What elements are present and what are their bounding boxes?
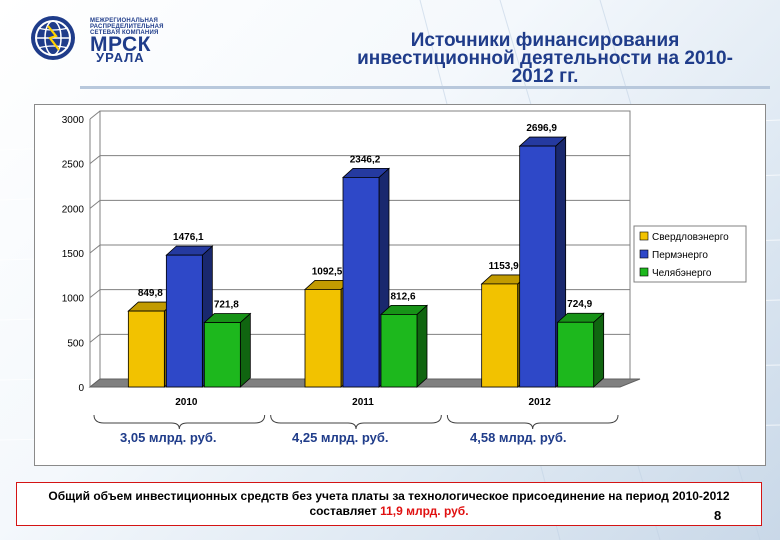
bar-Челябэнерго	[557, 321, 595, 388]
x-tick-label: 2010	[175, 397, 198, 408]
legend-label: Свердловэнерго	[652, 232, 729, 243]
title-line-2: инвестиционной деятельности на 2010-	[357, 48, 733, 69]
total-2011: 4,25 млрд. руб.	[292, 430, 389, 445]
page-title: Источники финансирования инвестиционной …	[330, 30, 760, 87]
legend-swatch	[639, 267, 649, 277]
bar-Пермэнерго	[342, 177, 380, 388]
y-tick-label: 1500	[62, 249, 85, 260]
legend-box	[633, 225, 747, 283]
y-tick-label: 1000	[62, 294, 85, 305]
bar-side	[239, 312, 251, 388]
y-tick-label: 2000	[62, 204, 85, 215]
bar-chart: 0 500 1000 1500 2000 2500 3000 849,8 1476,1 721,8…	[62, 110, 747, 430]
page-number: 8	[714, 508, 722, 523]
data-label: 724,9	[567, 299, 592, 310]
bar-Челябэнерго	[203, 322, 241, 388]
bar-Пермэнерго	[165, 254, 203, 388]
gridline-side	[89, 155, 101, 165]
title-divider	[80, 86, 770, 89]
bar-Челябэнерго	[380, 314, 418, 388]
category-brace	[93, 414, 266, 430]
company-logo: МЕЖРЕГИОНАЛЬНАЯ РАСПРЕДЕЛИТЕЛЬНАЯ СЕТЕВА…	[26, 12, 196, 64]
title-line-3: 2012 гг.	[511, 66, 579, 87]
bar-side	[593, 312, 605, 388]
total-2010: 3,05 млрд. руб.	[120, 430, 217, 445]
summary-total-highlight: 11,9 млрд. руб.	[380, 504, 469, 518]
y-tick-label: 0	[78, 383, 84, 394]
data-label: 1476,1	[173, 232, 204, 243]
y-tick-label: 500	[67, 338, 84, 349]
data-label: 849,8	[138, 288, 163, 299]
summary-box: Общий объем инвестиционных средств без у…	[16, 482, 762, 526]
legend-label: Челябэнерго	[652, 267, 712, 279]
bar-side	[416, 304, 428, 388]
data-label: 812,6	[390, 291, 415, 302]
bar-Свердловэнерго	[127, 310, 165, 388]
x-tick-label: 2011	[352, 397, 374, 408]
gridline-side	[89, 289, 101, 299]
logo-tagline: МЕЖРЕГИОНАЛЬНАЯ РАСПРЕДЕЛИТЕЛЬНАЯ СЕТЕВА…	[90, 18, 164, 36]
summary-text: Общий объем инвестиционных средств без у…	[27, 489, 751, 519]
total-2012: 4,58 млрд. руб.	[470, 430, 567, 445]
bar-Свердловэнерго	[304, 289, 342, 388]
x-tick-label: 2012	[529, 397, 552, 408]
gridline-side	[89, 244, 101, 254]
bar-Свердловэнерго	[481, 283, 519, 388]
gridline-side	[89, 199, 101, 209]
globe-logo-icon	[31, 16, 75, 60]
legend-swatch	[639, 231, 649, 241]
data-label: 1153,9	[489, 261, 519, 272]
y-tick-label: 3000	[62, 115, 85, 126]
y-tick-label: 2500	[62, 160, 85, 171]
data-label: 1092,5	[312, 266, 343, 277]
title-line-1: Источники финансирования	[410, 30, 680, 51]
data-label: 721,8	[214, 300, 239, 311]
bar-Пермэнерго	[519, 145, 557, 388]
legend-swatch	[639, 249, 649, 259]
data-label: 2346,2	[350, 154, 381, 165]
category-brace	[446, 414, 619, 430]
logo-name: МРСК	[90, 33, 151, 56]
logo-region: УРАЛА	[96, 50, 145, 65]
data-label: 2696,9	[526, 123, 557, 134]
summary-text-main: Общий объем инвестиционных средств без у…	[48, 489, 730, 518]
legend-label: Пермэнерго	[652, 250, 708, 261]
gridline-side	[89, 333, 101, 343]
gridline-side	[89, 110, 101, 120]
category-brace	[270, 414, 442, 430]
